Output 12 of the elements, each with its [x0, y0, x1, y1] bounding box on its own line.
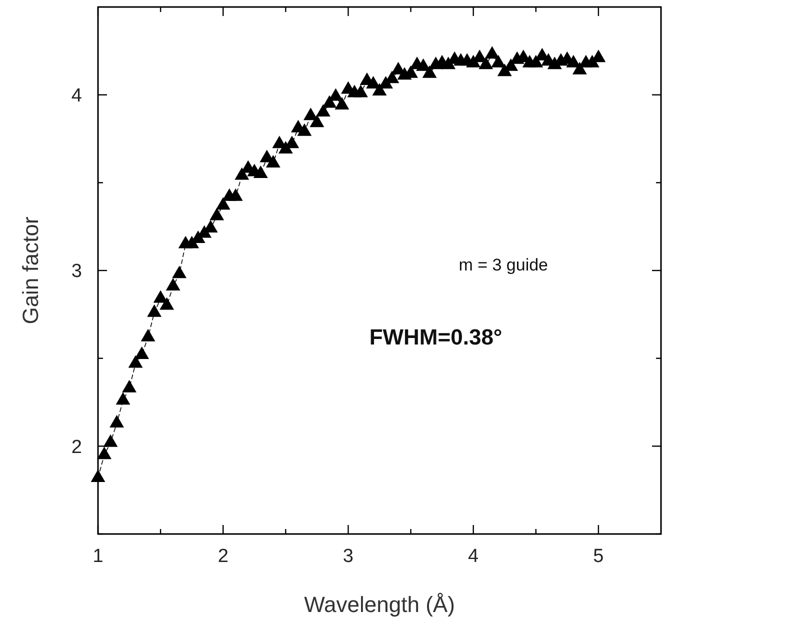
x-axis-title: Wavelength (Å) — [304, 592, 455, 617]
x-tick-label: 4 — [468, 546, 480, 567]
annotation: m = 3 guide — [458, 256, 548, 274]
y-tick-label: 2 — [71, 436, 82, 458]
x-tick-label: 2 — [218, 546, 228, 567]
x-tick-label: 1 — [92, 546, 104, 567]
y-axis-title: Gain factor — [18, 216, 43, 324]
x-tick-label: 3 — [342, 546, 354, 567]
y-tick-label: 3 — [71, 261, 82, 282]
annotation: FWHM=0.38° — [369, 324, 502, 350]
y-tick-label: 4 — [71, 85, 82, 106]
x-tick-label: 5 — [593, 546, 604, 567]
